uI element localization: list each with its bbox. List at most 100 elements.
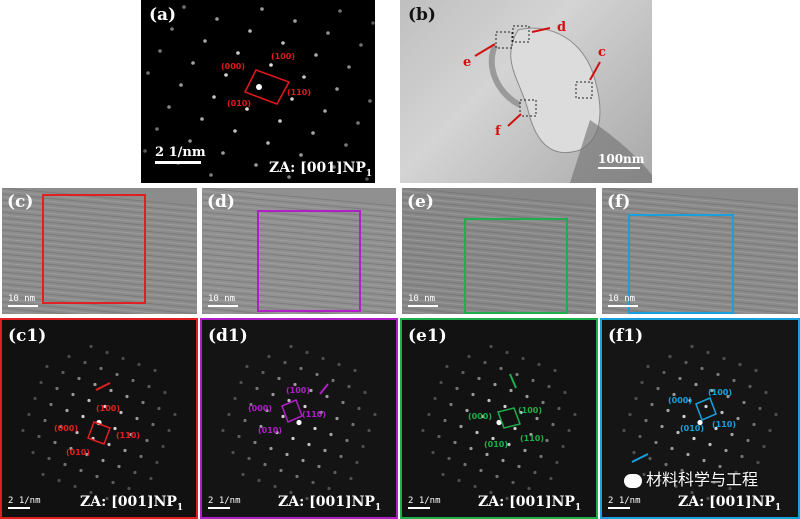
diffraction-spot	[275, 430, 279, 435]
lattice-fringe	[202, 220, 396, 240]
diffraction-spot	[622, 428, 626, 433]
diffraction-spot	[149, 476, 153, 481]
lattice-fringe	[402, 262, 596, 282]
scale-bar: 10 nm	[608, 294, 638, 307]
index-110: (110)	[712, 420, 737, 429]
diffraction-spot	[557, 406, 561, 411]
lattice-fringe	[402, 304, 505, 314]
diffraction-spot	[105, 496, 109, 501]
diffraction-spot	[259, 424, 263, 429]
lattice-fringe	[2, 259, 197, 279]
marker-e: e	[463, 55, 472, 70]
lattice-fringe	[202, 244, 396, 264]
lattice-fringe	[2, 247, 197, 267]
diffraction-spot	[49, 402, 53, 407]
diffraction-spot	[461, 370, 465, 375]
lattice-fringe	[602, 202, 798, 222]
diffraction-spot	[243, 418, 247, 423]
diffraction-spot	[281, 41, 285, 45]
diffraction-spot	[155, 127, 159, 131]
diffraction-spot	[668, 354, 672, 359]
lattice-fringe	[602, 232, 798, 252]
lattice-fringe	[2, 271, 197, 291]
lattice-fringe	[402, 250, 596, 270]
diffraction-spot	[539, 454, 543, 459]
diffraction-spot	[447, 456, 451, 461]
diffraction-spot	[521, 356, 525, 361]
panel-d-hrtem: (d) 10 nm	[202, 188, 396, 314]
diffraction-spot	[640, 380, 644, 385]
diffraction-spot	[332, 165, 336, 169]
lattice-fringe	[602, 274, 798, 294]
lattice-fringe	[602, 289, 798, 309]
diffraction-spot	[672, 392, 676, 397]
lattice-fringe	[2, 286, 197, 306]
diffraction-spot	[271, 392, 275, 397]
diffraction-spot	[129, 432, 133, 437]
diffraction-spot	[27, 412, 31, 417]
diffraction-spot	[143, 149, 147, 153]
diffraction-spot	[431, 450, 435, 455]
diffraction-spot	[692, 436, 696, 441]
lattice-fringe	[602, 271, 798, 291]
fft-spots	[622, 344, 778, 501]
lattice-fringe	[402, 199, 596, 219]
diffraction-spot	[39, 380, 43, 385]
lattice-fringe	[202, 202, 396, 222]
diffraction-spot	[475, 430, 479, 435]
diffraction-spot	[487, 398, 491, 403]
lattice-fringe	[602, 214, 798, 234]
lattice-fringe	[202, 238, 396, 258]
diffraction-spot	[523, 448, 527, 453]
diffraction-spot	[553, 368, 557, 373]
panel-c1-fft: (c1) (100) (000) (110) (010) 2 1/nm ZA: …	[0, 318, 198, 519]
lattice-fringe	[2, 295, 197, 314]
diffraction-spot	[163, 390, 167, 395]
lattice-fringe	[202, 283, 396, 303]
lattice-fringe	[202, 250, 396, 270]
diffraction-spot	[730, 432, 734, 437]
index-010: (010)	[484, 440, 509, 449]
diffraction-spot	[449, 402, 453, 407]
diffraction-spot	[33, 396, 37, 401]
diffraction-spot	[253, 440, 257, 445]
lattice-fringe	[402, 235, 596, 255]
diffraction-spot	[632, 450, 636, 455]
lattice-fringe	[602, 268, 798, 288]
diffraction-spot	[287, 175, 291, 179]
lattice-fringe	[2, 241, 197, 261]
lattice-fringe	[402, 223, 596, 243]
diffraction-spot	[443, 418, 447, 423]
diffraction-spot	[373, 412, 377, 417]
index-000: (000)	[668, 396, 693, 405]
lattice-fringe	[2, 220, 197, 240]
lattice-fringe	[2, 217, 197, 237]
diffraction-spot	[353, 368, 357, 373]
index-010: (010)	[680, 424, 705, 433]
diffraction-spot	[341, 400, 345, 405]
diffraction-spot	[145, 438, 149, 443]
diffraction-spot	[347, 65, 351, 69]
diffraction-spot	[441, 472, 445, 477]
diffraction-spot	[327, 486, 331, 491]
diffraction-spots	[143, 5, 375, 181]
diffraction-spot	[471, 392, 475, 397]
lattice-fringe	[2, 211, 197, 231]
lattice-fringe	[202, 259, 396, 279]
diffraction-spot	[95, 474, 99, 479]
diffraction-spot	[495, 474, 499, 479]
diffraction-spot	[718, 464, 722, 469]
lattice-fringe	[402, 247, 596, 267]
diffraction-spot	[241, 472, 245, 477]
diffraction-spot	[437, 434, 441, 439]
lattice-fringe	[2, 205, 197, 225]
diffraction-spot	[527, 486, 531, 491]
diffraction-spot	[515, 372, 519, 377]
diffraction-spot	[496, 419, 502, 426]
index-100: (100)	[708, 388, 733, 397]
diffraction-spot	[750, 476, 754, 481]
diffraction-spot	[485, 452, 489, 457]
diffraction-spot	[738, 362, 742, 367]
lattice-fringe	[402, 298, 570, 314]
lattice-fringe	[2, 196, 197, 216]
